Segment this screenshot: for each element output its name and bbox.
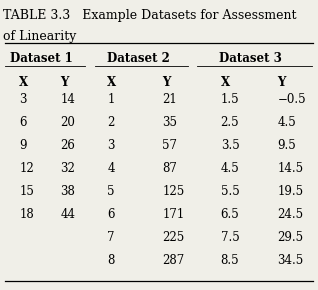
Text: 15: 15 bbox=[19, 185, 34, 198]
Text: Y: Y bbox=[277, 76, 286, 89]
Text: 287: 287 bbox=[162, 254, 185, 267]
Text: 5: 5 bbox=[107, 185, 115, 198]
Text: Y: Y bbox=[162, 76, 171, 89]
Text: 4: 4 bbox=[107, 162, 115, 175]
Text: 7.5: 7.5 bbox=[221, 231, 239, 244]
Text: 87: 87 bbox=[162, 162, 177, 175]
Text: 5.5: 5.5 bbox=[221, 185, 239, 198]
Text: 34.5: 34.5 bbox=[277, 254, 303, 267]
Text: 21: 21 bbox=[162, 93, 177, 106]
Text: 3: 3 bbox=[107, 139, 115, 152]
Text: 44: 44 bbox=[60, 208, 75, 221]
Text: 8.5: 8.5 bbox=[221, 254, 239, 267]
Text: 32: 32 bbox=[60, 162, 75, 175]
Text: X: X bbox=[19, 76, 28, 89]
Text: 12: 12 bbox=[19, 162, 34, 175]
Text: 29.5: 29.5 bbox=[277, 231, 303, 244]
Text: Y: Y bbox=[60, 76, 69, 89]
Text: Dataset 2: Dataset 2 bbox=[107, 52, 170, 65]
Text: 35: 35 bbox=[162, 116, 177, 129]
Text: 18: 18 bbox=[19, 208, 34, 221]
Text: 9: 9 bbox=[19, 139, 27, 152]
Text: X: X bbox=[107, 76, 116, 89]
Text: 57: 57 bbox=[162, 139, 177, 152]
Text: 9.5: 9.5 bbox=[277, 139, 296, 152]
Text: Dataset 1: Dataset 1 bbox=[10, 52, 73, 65]
Text: 8: 8 bbox=[107, 254, 115, 267]
Text: 26: 26 bbox=[60, 139, 75, 152]
Text: 6: 6 bbox=[107, 208, 115, 221]
Text: 2.5: 2.5 bbox=[221, 116, 239, 129]
Text: 125: 125 bbox=[162, 185, 185, 198]
Text: 19.5: 19.5 bbox=[277, 185, 303, 198]
Text: 6: 6 bbox=[19, 116, 27, 129]
Text: 6.5: 6.5 bbox=[221, 208, 239, 221]
Text: 3.5: 3.5 bbox=[221, 139, 239, 152]
Text: 7: 7 bbox=[107, 231, 115, 244]
Text: TABLE 3.3   Example Datasets for Assessment: TABLE 3.3 Example Datasets for Assessmen… bbox=[3, 9, 297, 22]
Text: Dataset 3: Dataset 3 bbox=[219, 52, 282, 65]
Text: 1: 1 bbox=[107, 93, 115, 106]
Text: 171: 171 bbox=[162, 208, 185, 221]
Text: 38: 38 bbox=[60, 185, 75, 198]
Text: 20: 20 bbox=[60, 116, 75, 129]
Text: X: X bbox=[221, 76, 230, 89]
Text: 2: 2 bbox=[107, 116, 115, 129]
Text: 4.5: 4.5 bbox=[277, 116, 296, 129]
Text: of Linearity: of Linearity bbox=[3, 30, 77, 44]
Text: 3: 3 bbox=[19, 93, 27, 106]
Text: 1.5: 1.5 bbox=[221, 93, 239, 106]
Text: 24.5: 24.5 bbox=[277, 208, 303, 221]
Text: 4.5: 4.5 bbox=[221, 162, 239, 175]
Text: −0.5: −0.5 bbox=[277, 93, 306, 106]
Text: 14: 14 bbox=[60, 93, 75, 106]
Text: 14.5: 14.5 bbox=[277, 162, 303, 175]
Text: 225: 225 bbox=[162, 231, 185, 244]
